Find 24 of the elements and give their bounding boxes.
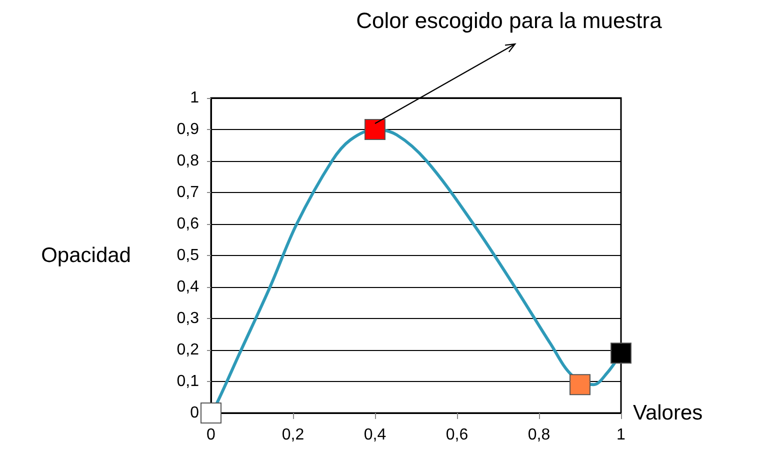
y-tick-label: 0,8 [176, 152, 200, 170]
point [570, 374, 590, 396]
y-tick-label: 0,3 [176, 310, 200, 327]
y-tick-label: 0,5 [176, 247, 200, 264]
y-axis-title: Opacidad [41, 244, 131, 267]
y-tick-label: 0,2 [176, 342, 200, 358]
y-tick-label: 0,6 [176, 216, 200, 232]
x-tick-label: 0 [206, 426, 216, 444]
point [200, 402, 222, 424]
point [610, 342, 632, 364]
annotation: Color escogido para la muestra [355, 8, 663, 34]
x-axis-title: Valores [633, 402, 703, 424]
point [364, 119, 386, 140]
y-tick-label: 0 [190, 404, 200, 422]
y-tick-label: 0,4 [176, 278, 200, 296]
y-tick-label: 0,7 [176, 184, 200, 201]
x-tick-label: 0,2 [282, 426, 304, 444]
y-tick-label: 0,1 [176, 373, 200, 390]
x-tick-label: 0,8 [528, 426, 550, 444]
x-tick-label: 1 [616, 426, 626, 444]
x-tick-label: 0,4 [364, 426, 386, 444]
x-tick-label: 0,6 [446, 426, 468, 444]
y-tick-label: 1 [190, 90, 200, 106]
y-tick-label: 0,9 [176, 121, 200, 138]
